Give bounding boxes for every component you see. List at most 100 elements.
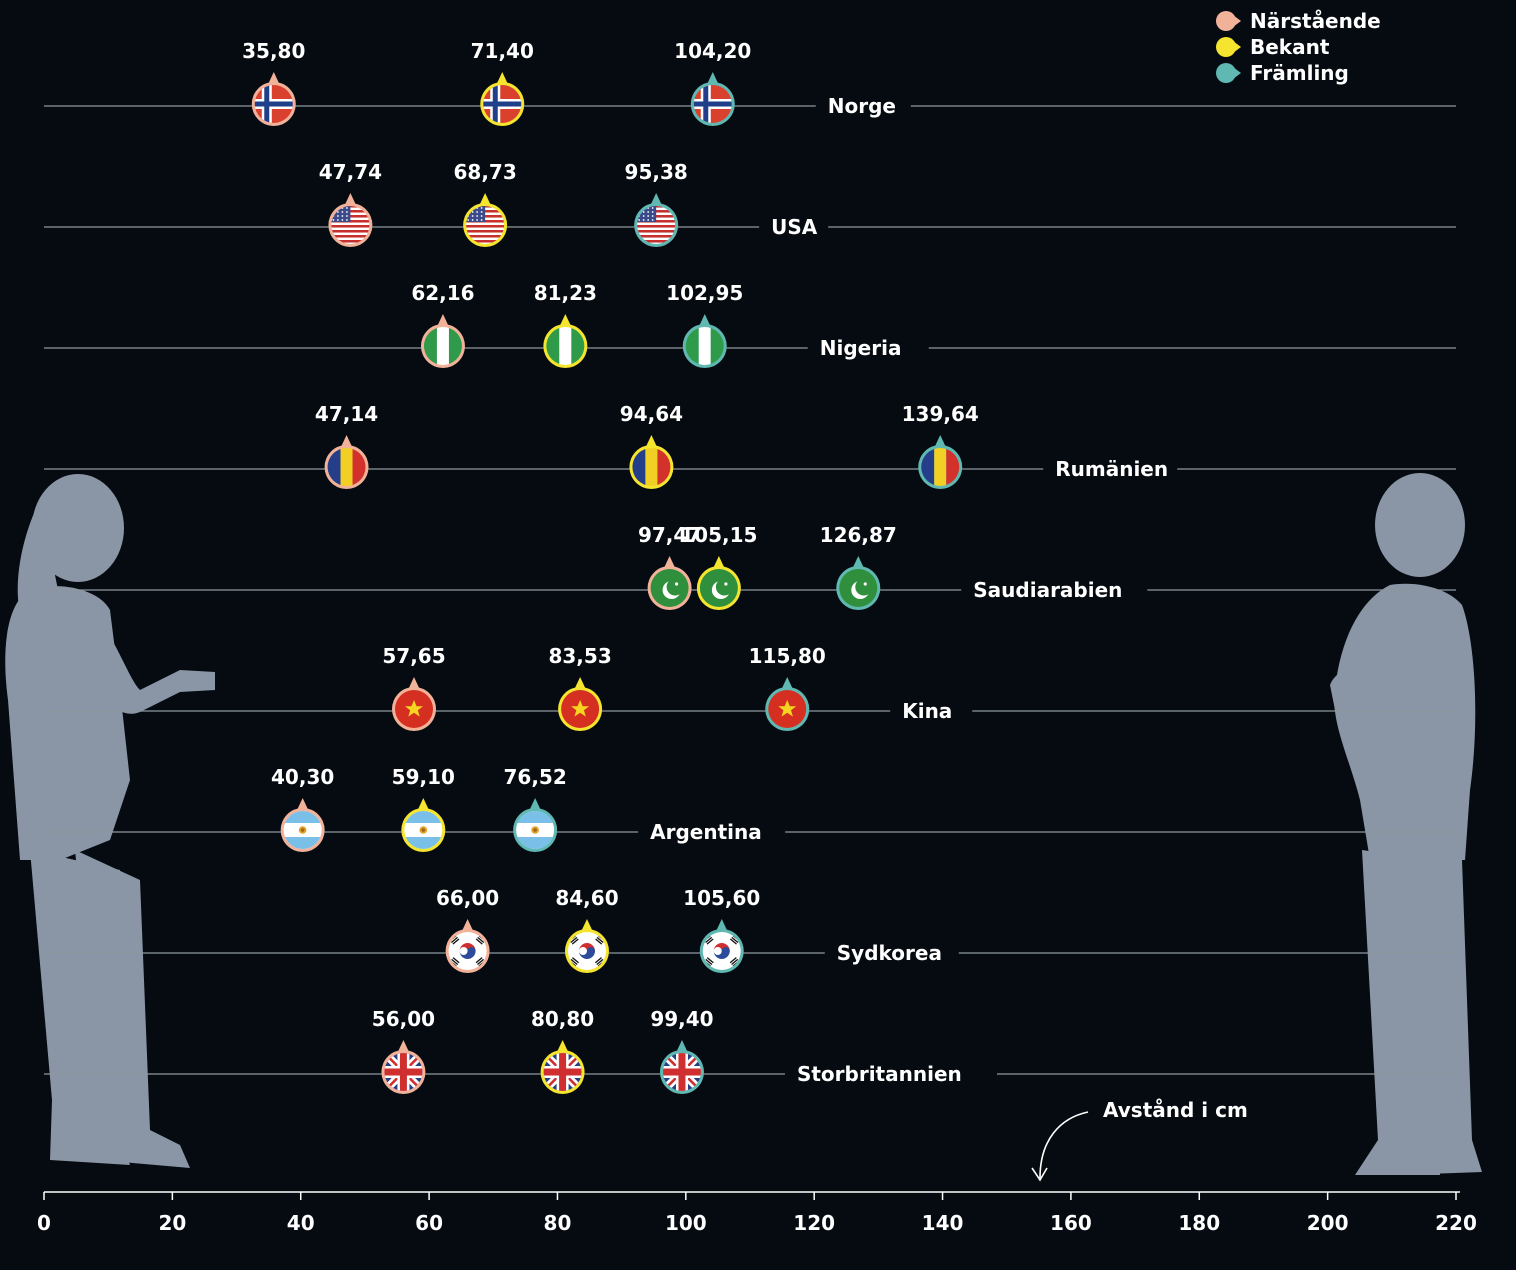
legend-pointer bbox=[1233, 15, 1241, 27]
flag-usa-icon bbox=[331, 206, 370, 244]
flag-norway-icon bbox=[483, 85, 522, 123]
value-label: 94,64 bbox=[620, 402, 683, 426]
flag-nigeria-icon bbox=[546, 327, 585, 365]
data-point-marker bbox=[280, 798, 325, 852]
country-row: USA 47,74 68,73 95,38 bbox=[44, 160, 1456, 247]
tick-label: 100 bbox=[665, 1211, 707, 1235]
data-point-marker bbox=[251, 72, 296, 126]
tick-label: 80 bbox=[544, 1211, 572, 1235]
flag-romania-icon bbox=[327, 448, 366, 486]
country-row: Kina 57,65 83,53 115,80 bbox=[44, 644, 1456, 731]
legend-label: Bekant bbox=[1250, 35, 1330, 59]
arrow-head-icon bbox=[1031, 1167, 1048, 1182]
data-point-marker bbox=[659, 1040, 704, 1094]
data-point-marker bbox=[629, 435, 674, 489]
flag-argentina-icon bbox=[404, 811, 443, 849]
data-point-marker bbox=[699, 919, 744, 973]
data-point-marker bbox=[836, 556, 881, 610]
tick-label: 40 bbox=[287, 1211, 315, 1235]
unit-annotation: Avstånd i cm bbox=[1031, 1098, 1248, 1182]
value-label: 59,10 bbox=[392, 765, 455, 789]
legend-pointer bbox=[1233, 41, 1241, 53]
legend-item: Främling bbox=[1216, 61, 1349, 85]
country-label: Argentina bbox=[650, 820, 762, 844]
value-label: 84,60 bbox=[555, 886, 618, 910]
value-label: 126,87 bbox=[820, 523, 897, 547]
data-point-marker bbox=[564, 919, 609, 973]
flag-china-icon bbox=[768, 690, 807, 728]
tick-label: 20 bbox=[158, 1211, 186, 1235]
value-label: 56,00 bbox=[372, 1007, 435, 1031]
tick-label: 200 bbox=[1307, 1211, 1349, 1235]
flag-saudi-arabia-icon bbox=[699, 569, 738, 607]
value-label: 81,23 bbox=[534, 281, 597, 305]
data-point-marker bbox=[445, 919, 490, 973]
flag-argentina-icon bbox=[283, 811, 322, 849]
value-label: 99,40 bbox=[650, 1007, 713, 1031]
data-point-marker bbox=[513, 798, 558, 852]
country-label: USA bbox=[771, 215, 818, 239]
data-point-marker bbox=[401, 798, 446, 852]
flag-romania-icon bbox=[632, 448, 671, 486]
flag-norway-icon bbox=[693, 85, 732, 123]
man-silhouette bbox=[1330, 473, 1482, 1175]
legend-label: Närstående bbox=[1250, 9, 1381, 33]
data-point-marker bbox=[463, 193, 508, 247]
value-label: 57,65 bbox=[382, 644, 445, 668]
legend-label: Främling bbox=[1250, 61, 1349, 85]
data-point-marker bbox=[765, 677, 810, 731]
data-point-marker bbox=[647, 556, 692, 610]
country-row: Argentina 40,30 59,10 76,52 bbox=[44, 765, 1456, 852]
tick-label: 140 bbox=[922, 1211, 964, 1235]
value-label: 66,00 bbox=[436, 886, 499, 910]
legend-swatch bbox=[1216, 63, 1236, 83]
country-row: Norge 35,80 71,40 104,20 bbox=[44, 39, 1456, 126]
flag-south-korea-icon bbox=[448, 932, 487, 970]
country-label: Rumänien bbox=[1055, 457, 1168, 481]
value-label: 80,80 bbox=[531, 1007, 594, 1031]
value-label: 102,95 bbox=[666, 281, 743, 305]
data-point-marker bbox=[420, 314, 465, 368]
value-label: 71,40 bbox=[471, 39, 534, 63]
legend-item: Närstående bbox=[1216, 9, 1381, 33]
country-rows: Norge 35,80 71,40 104,20 USA 47,74 68,73 95,38 N… bbox=[44, 39, 1456, 1094]
tick-label: 160 bbox=[1050, 1211, 1092, 1235]
legend-pointer bbox=[1233, 67, 1241, 79]
value-label: 47,74 bbox=[319, 160, 382, 184]
country-label: Norge bbox=[828, 94, 896, 118]
country-label: Saudiarabien bbox=[973, 578, 1122, 602]
value-label: 35,80 bbox=[242, 39, 305, 63]
data-point-marker bbox=[540, 1040, 585, 1094]
legend-item: Bekant bbox=[1216, 35, 1330, 59]
data-point-marker bbox=[558, 677, 603, 731]
value-label: 47,14 bbox=[315, 402, 378, 426]
value-label: 40,30 bbox=[271, 765, 334, 789]
data-point-marker bbox=[480, 72, 525, 126]
value-label: 62,16 bbox=[411, 281, 474, 305]
country-label: Kina bbox=[902, 699, 952, 723]
value-label: 115,80 bbox=[749, 644, 826, 668]
flag-nigeria-icon bbox=[423, 327, 462, 365]
value-label: 104,20 bbox=[674, 39, 751, 63]
country-row: Rumänien 47,14 94,64 139,64 bbox=[44, 402, 1456, 489]
tick-label: 220 bbox=[1435, 1211, 1477, 1235]
data-point-marker bbox=[328, 193, 373, 247]
flag-norway-icon bbox=[254, 85, 293, 123]
value-label: 105,15 bbox=[680, 523, 757, 547]
flag-saudi-arabia-icon bbox=[839, 569, 878, 607]
country-row: Sydkorea 66,00 84,60 105,60 bbox=[44, 886, 1456, 973]
value-label: 139,64 bbox=[902, 402, 979, 426]
tick-label: 60 bbox=[415, 1211, 443, 1235]
data-point-marker bbox=[690, 72, 735, 126]
country-label: Sydkorea bbox=[837, 941, 942, 965]
flag-united-kingdom-icon bbox=[384, 1053, 423, 1091]
axis-unit-label: Avstånd i cm bbox=[1103, 1098, 1248, 1122]
tick-label: 120 bbox=[793, 1211, 835, 1235]
value-label: 97,47 bbox=[638, 523, 701, 547]
tick-label: 180 bbox=[1178, 1211, 1220, 1235]
flag-usa-icon bbox=[637, 206, 676, 244]
value-label: 95,38 bbox=[625, 160, 688, 184]
country-row: Storbritannien 56,00 80,80 99,40 bbox=[44, 1007, 1456, 1094]
